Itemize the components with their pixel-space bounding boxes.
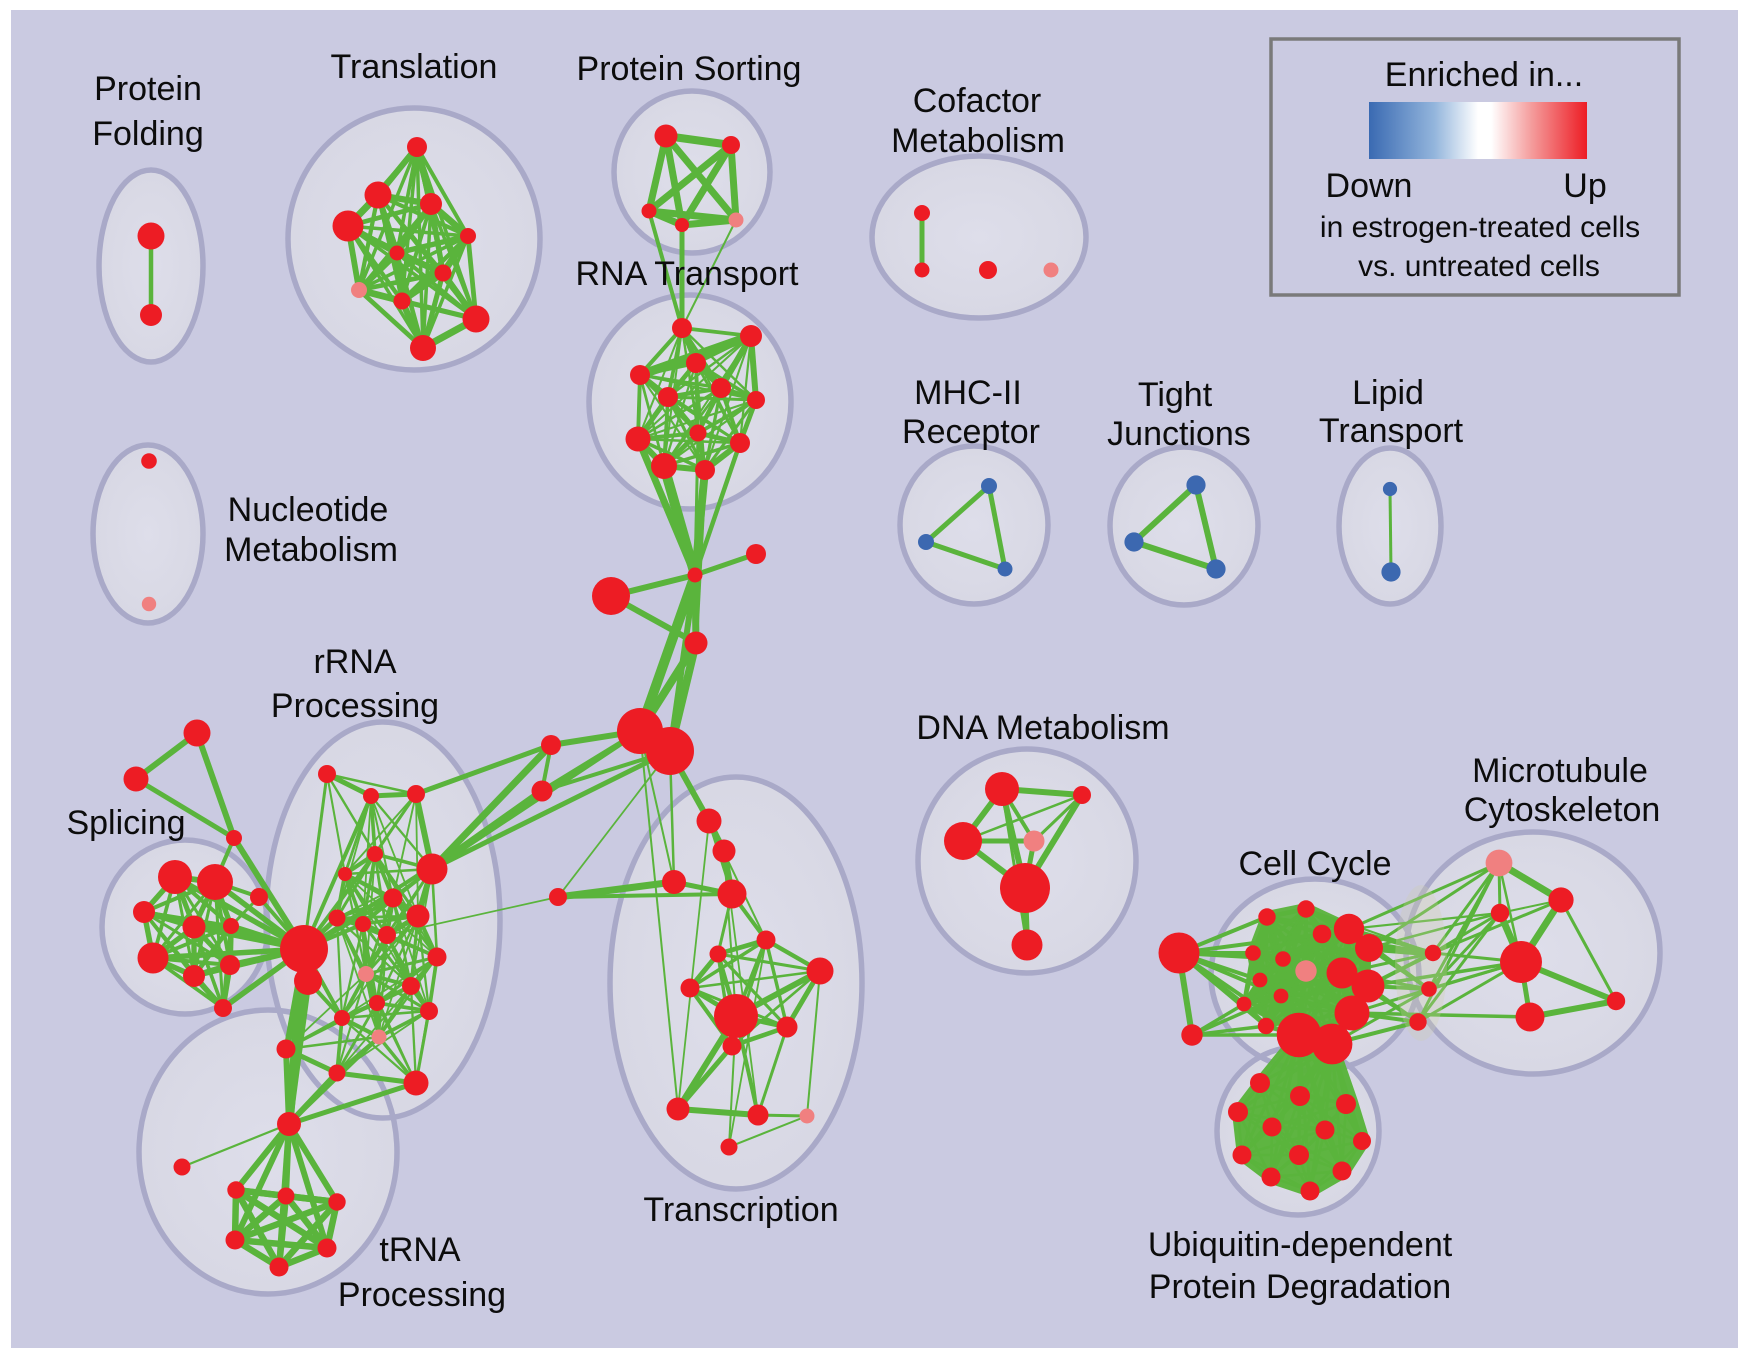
svg-text:Protein Degradation: Protein Degradation: [1149, 1268, 1451, 1306]
svg-text:Tight: Tight: [1138, 376, 1213, 414]
svg-text:Metabolism: Metabolism: [891, 122, 1065, 160]
svg-text:Receptor: Receptor: [902, 413, 1040, 451]
svg-text:Processing: Processing: [271, 687, 439, 725]
svg-text:Processing: Processing: [338, 1276, 506, 1314]
svg-text:Enriched in...: Enriched in...: [1385, 56, 1583, 94]
svg-text:Cell Cycle: Cell Cycle: [1238, 845, 1391, 883]
svg-text:MHC-II: MHC-II: [914, 374, 1022, 412]
svg-text:RNA Transport: RNA Transport: [576, 255, 800, 293]
svg-text:Ubiquitin-dependent: Ubiquitin-dependent: [1148, 1226, 1453, 1264]
svg-text:Protein: Protein: [94, 70, 202, 108]
svg-text:in estrogen-treated cells: in estrogen-treated cells: [1320, 211, 1640, 244]
svg-text:Down: Down: [1326, 167, 1413, 205]
svg-text:Protein Sorting: Protein Sorting: [577, 50, 802, 88]
svg-text:Metabolism: Metabolism: [224, 531, 398, 569]
svg-text:Cofactor: Cofactor: [913, 82, 1042, 120]
svg-text:Splicing: Splicing: [66, 804, 185, 842]
svg-text:vs. untreated cells: vs. untreated cells: [1358, 250, 1600, 283]
svg-text:Up: Up: [1563, 167, 1606, 205]
svg-text:Transcription: Transcription: [643, 1191, 838, 1229]
svg-text:Nucleotide: Nucleotide: [228, 491, 389, 529]
svg-text:tRNA: tRNA: [379, 1231, 461, 1269]
svg-text:Folding: Folding: [92, 115, 204, 153]
svg-text:Lipid: Lipid: [1352, 374, 1424, 412]
svg-text:Cytoskeleton: Cytoskeleton: [1464, 791, 1661, 829]
svg-text:Microtubule: Microtubule: [1472, 752, 1648, 790]
svg-text:rRNA: rRNA: [313, 643, 396, 681]
svg-text:Transport: Transport: [1319, 412, 1464, 450]
svg-text:Translation: Translation: [331, 48, 498, 86]
svg-text:Junctions: Junctions: [1107, 415, 1251, 453]
svg-text:DNA Metabolism: DNA Metabolism: [916, 709, 1169, 747]
